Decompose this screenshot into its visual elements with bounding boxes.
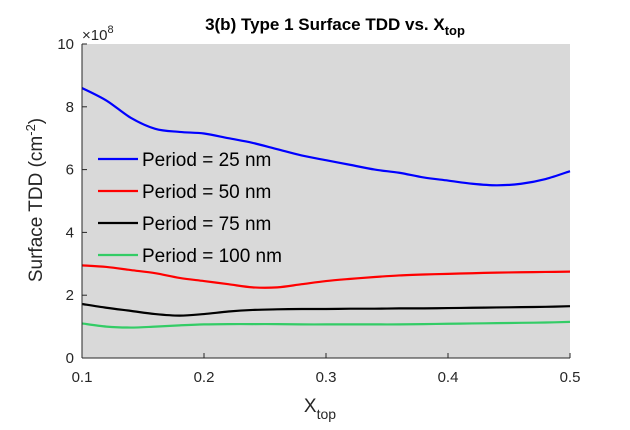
series-line-4: [81, 320, 571, 329]
chart-title-subscript: top: [445, 23, 465, 38]
series-lines: [81, 86, 571, 329]
y-tick-label: 10: [57, 36, 74, 53]
y-tick-label: 0: [66, 350, 74, 367]
x-label-subscript: top: [317, 406, 337, 422]
y-label-main: Surface TDD (cm: [26, 136, 47, 282]
y-axis-exponent: ×108: [82, 24, 114, 44]
x-tick-label: 0.3: [316, 369, 337, 386]
chart-title-main: 3(b) Type 1 Surface TDD vs. X: [205, 15, 445, 34]
plot-area: [82, 44, 570, 358]
y-label-close: ): [26, 118, 47, 124]
chart-title: 3(b) Type 1 Surface TDD vs. Xtop: [205, 15, 465, 38]
ticks: 0.1 0.2 0.3 0.4 0.5 0 2 4 6 8 10: [57, 36, 580, 386]
y-axis-label: Surface TDD (cm-2): [23, 118, 47, 282]
x-axis-label: Xtop: [304, 396, 336, 422]
x-tick-label: 0.1: [72, 369, 93, 386]
legend-label-3: Period = 75 nm: [142, 214, 271, 235]
y-exponent-power: 8: [107, 24, 113, 36]
legend-label-4: Period = 100 nm: [142, 246, 282, 267]
x-tick-label: 0.4: [438, 369, 459, 386]
legend: Period = 25 nm Period = 50 nm Period = 75 …: [98, 150, 282, 267]
y-tick-label: 8: [66, 99, 74, 116]
legend-label-2: Period = 50 nm: [142, 182, 271, 203]
x-tick-label: 0.5: [560, 369, 581, 386]
series-line-1: [81, 86, 571, 187]
y-label-superscript: -2: [23, 124, 38, 136]
x-tick-label: 0.2: [194, 369, 215, 386]
y-exponent-prefix: ×10: [82, 27, 107, 44]
y-tick-label: 6: [66, 162, 74, 179]
series-line-2: [81, 264, 571, 289]
series-line-3: [81, 302, 571, 317]
y-tick-label: 2: [66, 287, 74, 304]
y-tick-label: 4: [66, 224, 74, 241]
legend-label-1: Period = 25 nm: [142, 150, 271, 171]
x-label-main: X: [304, 396, 317, 417]
